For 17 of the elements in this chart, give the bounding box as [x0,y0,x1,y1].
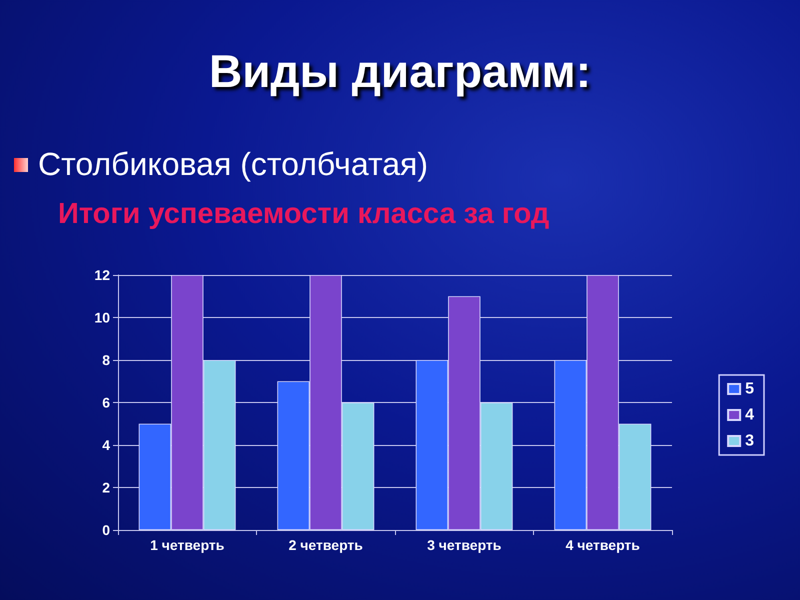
y-tick-label: 4 [102,437,110,453]
y-tick-label: 0 [102,522,110,538]
x-tick-label: 4 четверть [566,537,640,553]
x-tick-label: 3 четверть [427,537,502,553]
y-tick-label: 6 [102,394,110,410]
y-tick-label: 2 [102,480,110,496]
x-tick-label: 1 четверть [150,537,225,553]
x-tick-label: 2 четверть [288,537,364,553]
legend-label: 4 [745,406,754,424]
y-tick-label: 12 [94,267,110,283]
chart-subtitle: Столбиковая (столбчатая) [38,146,428,183]
y-tick-label: 10 [94,310,110,326]
legend-label: 5 [745,380,754,398]
y-tick-label: 8 [102,352,110,368]
legend-label: 3 [745,432,754,450]
chart-title: Виды диаграмм: [208,44,592,98]
text: Итоги успеваемости класса за год [58,198,550,231]
